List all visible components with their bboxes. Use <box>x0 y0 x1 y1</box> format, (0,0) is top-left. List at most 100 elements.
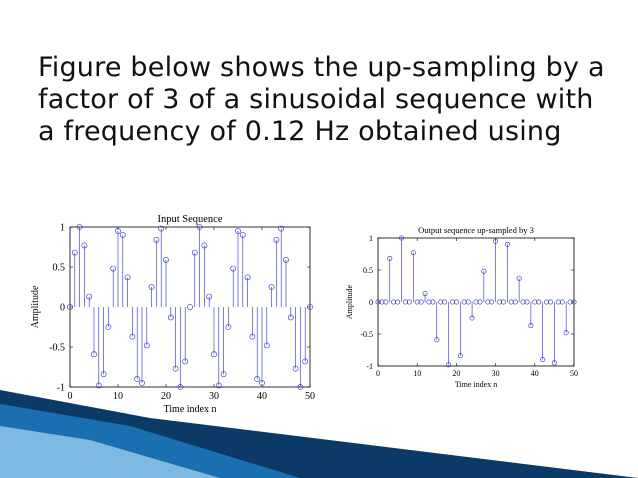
stem-marker <box>406 299 412 305</box>
stem-marker <box>263 342 270 349</box>
stem-marker <box>500 299 506 305</box>
x-tick-label: 0 <box>376 369 380 378</box>
stem-marker <box>105 324 112 330</box>
stem-marker <box>383 299 389 305</box>
x-tick-label: 40 <box>257 391 267 402</box>
stem-marker <box>457 353 463 359</box>
stem-marker <box>473 299 479 305</box>
x-tick-label: 20 <box>452 369 460 378</box>
stem-marker <box>449 299 455 305</box>
x-axis-label: Time index n <box>164 404 217 415</box>
y-axis-label: Amplitude <box>30 285 41 328</box>
stem-marker <box>493 238 499 244</box>
stem-marker <box>504 241 510 247</box>
stem-marker <box>446 362 452 368</box>
stem-marker <box>307 304 313 310</box>
stem-marker <box>153 236 160 243</box>
stem-marker <box>571 299 577 305</box>
stem-marker <box>158 225 165 232</box>
slide-title: Figure below shows the up-sampling by a … <box>38 52 605 147</box>
stem-marker <box>201 242 208 249</box>
x-tick-label: 40 <box>531 369 539 378</box>
chart-title: Input Sequence <box>157 214 222 225</box>
y-tick-label: -0.5 <box>49 343 65 354</box>
stem-marker <box>395 299 401 305</box>
x-axis-label: Time index n <box>455 380 497 389</box>
stem-marker <box>489 299 495 305</box>
stem-marker <box>540 357 546 363</box>
stem-marker <box>110 265 117 272</box>
stem-marker <box>387 255 393 261</box>
stem-marker <box>508 299 514 305</box>
stem-marker <box>536 299 542 305</box>
stem-marker <box>254 376 261 382</box>
stem-marker <box>465 299 471 305</box>
chart-title: Output sequence up-sampled by 3 <box>418 225 534 235</box>
stem-marker <box>375 299 381 305</box>
stem-marker <box>414 299 420 305</box>
y-tick-label: 1 <box>369 234 373 243</box>
stem-marker <box>139 380 145 386</box>
stem-marker <box>278 225 285 232</box>
stem-marker <box>292 365 299 372</box>
stem-marker <box>563 330 569 336</box>
stem-marker <box>196 224 203 230</box>
stem-marker <box>163 256 169 263</box>
stem-marker <box>485 299 491 305</box>
stem-marker <box>512 299 518 305</box>
stem-marker <box>86 293 93 300</box>
stem-marker <box>516 275 522 281</box>
stem-marker <box>187 304 193 310</box>
stem-marker <box>422 291 428 297</box>
stem-marker <box>81 242 88 249</box>
stem-marker <box>95 382 102 389</box>
stem-marker <box>268 284 275 290</box>
stem-marker <box>434 337 440 343</box>
stem-marker <box>528 323 534 329</box>
stem-marker <box>76 224 83 230</box>
footer-light-band <box>0 426 220 478</box>
x-tick-label: 10 <box>113 391 123 402</box>
stem-marker <box>215 382 222 389</box>
stem-marker <box>143 342 150 349</box>
stem-marker <box>547 299 553 305</box>
stem-marker <box>134 376 141 382</box>
stem-marker <box>100 371 107 378</box>
stem-marker <box>148 284 155 290</box>
stem-marker <box>239 232 246 238</box>
x-tick-label: 20 <box>161 391 171 402</box>
stem-marker <box>167 314 174 321</box>
stem-marker <box>555 299 561 305</box>
stem-marker <box>230 265 237 272</box>
plot-frame <box>69 226 311 388</box>
stem-marker <box>235 228 241 234</box>
stem-marker <box>461 299 467 305</box>
stem-marker <box>119 232 126 238</box>
stem-marker <box>129 333 136 340</box>
stem-marker <box>430 299 436 305</box>
stem-marker <box>559 299 565 305</box>
stem-marker <box>287 314 294 321</box>
stem-marker <box>273 236 280 243</box>
x-tick-label: 30 <box>209 391 219 402</box>
stem-marker <box>524 299 530 305</box>
y-tick-label: 0 <box>369 298 373 307</box>
stem-marker <box>391 299 397 305</box>
stem-marker <box>225 324 232 330</box>
x-tick-label: 50 <box>570 369 578 378</box>
stem-marker <box>426 299 432 305</box>
stem-marker <box>497 299 503 305</box>
y-tick-label: -1 <box>57 383 65 394</box>
stem-marker <box>206 293 213 300</box>
y-tick-label: 0.5 <box>363 266 373 275</box>
stem-marker <box>172 365 179 372</box>
y-tick-label: 0.5 <box>53 263 66 274</box>
output-sequence-chart: 0 10 20 30 40 50 1 0.5 0 -0.5 -1 Output sequence up… <box>345 225 578 389</box>
y-tick-label: -0.5 <box>360 330 373 339</box>
stem-marker <box>302 358 309 365</box>
stem-marker <box>418 299 424 305</box>
stem-marker <box>211 351 217 358</box>
stem-marker <box>399 235 405 241</box>
stem-marker <box>249 333 256 340</box>
stem-marker <box>567 299 573 305</box>
